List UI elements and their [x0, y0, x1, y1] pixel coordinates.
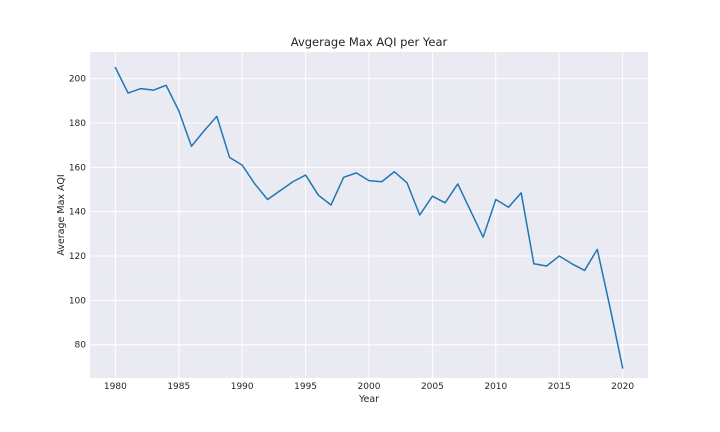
- data-point: [532, 262, 535, 265]
- data-point: [266, 198, 269, 201]
- data-point: [165, 84, 168, 87]
- data-point: [152, 89, 155, 92]
- x-tick-label: 2020: [611, 382, 634, 392]
- x-tick-label: 2005: [421, 382, 444, 392]
- x-tick-label: 2010: [484, 382, 507, 392]
- data-point: [329, 204, 332, 207]
- data-point: [139, 87, 142, 90]
- data-point: [380, 180, 383, 183]
- data-point: [621, 367, 624, 370]
- data-point: [520, 191, 523, 194]
- data-point: [406, 181, 409, 184]
- x-tick-label: 1995: [294, 382, 317, 392]
- data-point: [177, 109, 180, 112]
- data-point: [596, 248, 599, 251]
- data-point: [482, 236, 485, 239]
- data-point: [393, 170, 396, 173]
- data-point: [203, 129, 206, 132]
- data-point: [431, 195, 434, 198]
- data-point: [570, 262, 573, 265]
- data-point: [215, 115, 218, 118]
- x-tick-label: 1990: [231, 382, 254, 392]
- data-point: [317, 194, 320, 197]
- y-tick-label: 80: [75, 341, 87, 351]
- data-point: [456, 182, 459, 185]
- data-point: [190, 145, 193, 148]
- y-tick-label: 120: [69, 252, 86, 262]
- data-point: [608, 306, 611, 309]
- x-tick-label: 2015: [548, 382, 571, 392]
- x-tick-label: 2000: [358, 382, 381, 392]
- data-point: [228, 156, 231, 159]
- data-point: [291, 180, 294, 183]
- data-point: [279, 189, 282, 192]
- y-tick-label: 180: [69, 119, 86, 129]
- grid-lines: [90, 52, 648, 378]
- x-axis-ticks: 1980 1985 1990 1995 2000 2005 2010 2015 2020: [104, 382, 634, 392]
- data-point: [507, 206, 510, 209]
- data-point: [418, 214, 421, 217]
- y-tick-label: 140: [69, 208, 86, 218]
- data-point: [304, 174, 307, 177]
- series-layer: [114, 66, 624, 370]
- y-axis-label: Average Max AQI: [56, 174, 67, 255]
- data-point: [241, 164, 244, 167]
- data-point: [114, 66, 117, 69]
- series-line: [114, 66, 624, 369]
- y-tick-label: 160: [69, 163, 86, 173]
- data-point: [368, 179, 371, 182]
- data-point: [558, 255, 561, 258]
- data-point: [127, 92, 130, 95]
- chart-title: Avgerage Max AQI per Year: [291, 35, 448, 49]
- data-point: [583, 269, 586, 272]
- data-point: [355, 171, 358, 174]
- y-tick-label: 100: [69, 296, 86, 306]
- data-point: [253, 182, 256, 185]
- data-point: [444, 201, 447, 204]
- data-point: [494, 198, 497, 201]
- data-point: [342, 176, 345, 179]
- x-tick-label: 1985: [167, 382, 190, 392]
- x-axis-label: Year: [358, 394, 379, 405]
- y-tick-label: 200: [69, 75, 86, 85]
- x-tick-label: 1980: [104, 382, 127, 392]
- data-point: [469, 209, 472, 212]
- y-axis-ticks: 80 100 120 140 160 180 200: [69, 75, 86, 351]
- data-point: [545, 265, 548, 268]
